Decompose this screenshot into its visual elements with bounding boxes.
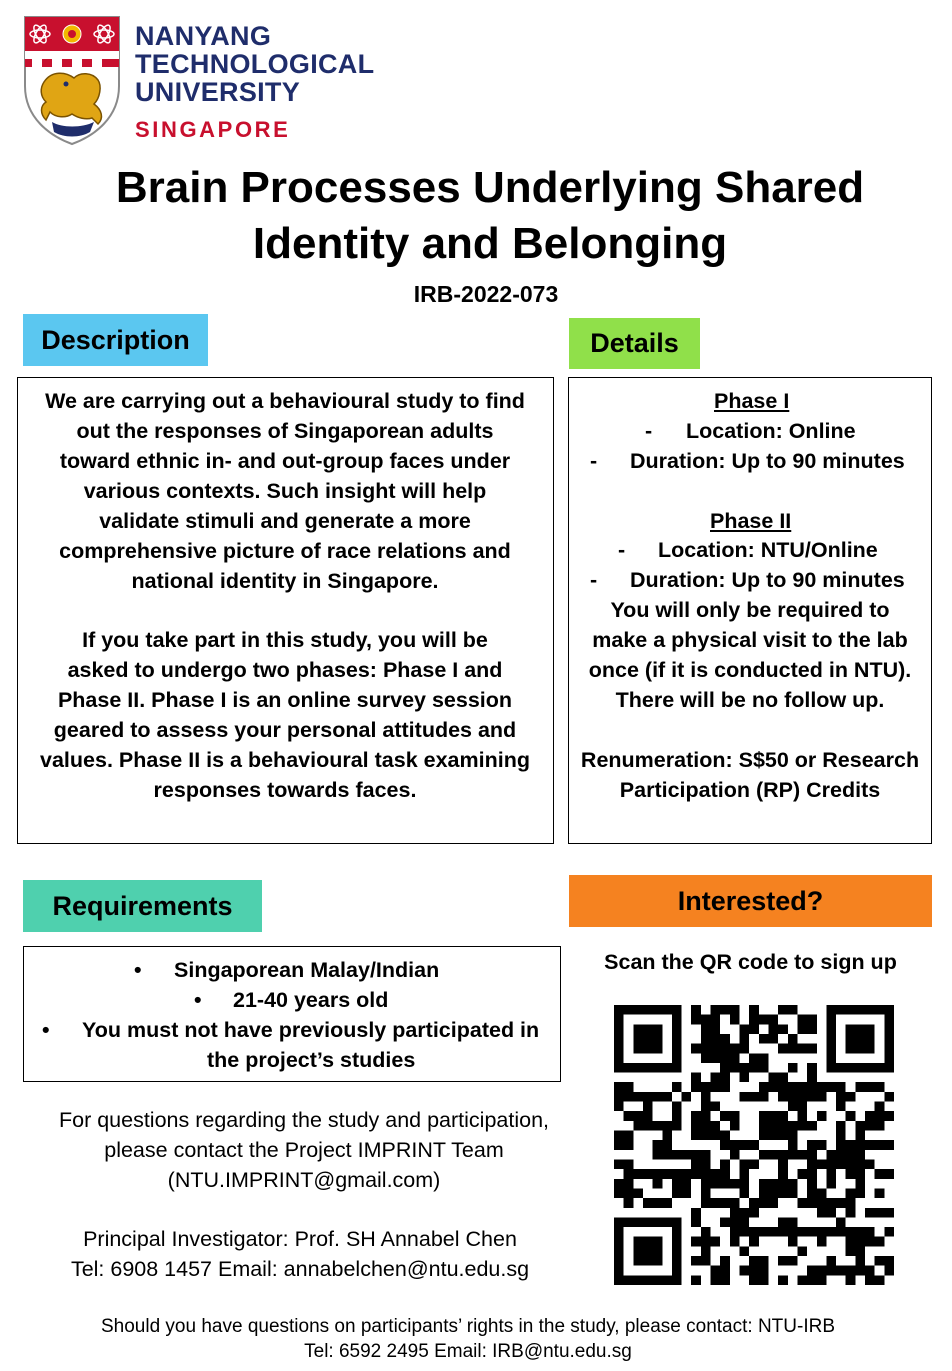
logo-line-nanyang: NANYANG — [135, 21, 272, 51]
renumeration-line-2: Participation (RP) Credits — [619, 778, 881, 802]
description-header: Description — [23, 314, 208, 366]
phase1-location-dash: - — [645, 419, 653, 443]
page-title: Brain Processes Underlying Shared Identi… — [40, 160, 940, 272]
qr-code-icon[interactable] — [614, 1005, 894, 1285]
description-line: Phase II. Phase I is an online survey se… — [57, 688, 513, 712]
phase2-location: Location: NTU/Online — [658, 538, 878, 562]
principal-investigator: Principal Investigator: Prof. SH Annabel… — [83, 1227, 517, 1251]
description-box — [17, 377, 554, 844]
contact-line-1: For questions regarding the study and pa… — [58, 1108, 550, 1132]
phase2-duration-dash: - — [590, 568, 598, 592]
phase1-duration-dash: - — [590, 449, 598, 473]
description-line: If you take part in this study, you will… — [82, 628, 488, 652]
logo-line-university: UNIVERSITY — [135, 77, 301, 107]
contact-line-2: please contact the Project IMPRINT Team — [104, 1138, 504, 1162]
phase2-location-dash: - — [618, 538, 626, 562]
logo-line-technological: TECHNOLOGICAL — [135, 49, 375, 79]
requirement-item-1: Singaporean Malay/Indian — [174, 958, 440, 982]
interested-header: Interested? — [569, 875, 932, 927]
requirement-item-3: You must not have previously participate… — [82, 1018, 540, 1042]
requirement-item-2: 21-40 years old — [233, 988, 389, 1012]
details-note-line: There will be no follow up. — [615, 688, 885, 712]
description-line: validate stimuli and generate a more — [99, 509, 471, 533]
description-line: values. Phase II is a behavioural task e… — [40, 748, 530, 772]
bullet-icon: • — [134, 958, 142, 982]
irb-number: IRB-2022-073 — [413, 281, 559, 307]
contact-email[interactable]: (NTU.IMPRINT@gmail.com) — [167, 1168, 441, 1192]
phase1-title: Phase I — [714, 389, 790, 413]
phase1-location: Location: Online — [686, 419, 856, 443]
ntu-crest-icon — [24, 16, 120, 146]
description-line: toward ethnic in- and out-group faces un… — [59, 449, 511, 473]
description-paragraph-1: We are carrying out a behavioural study … — [20, 386, 550, 596]
description-line: geared to assess your personal attitudes… — [53, 718, 517, 742]
phase2-duration: Duration: Up to 90 minutes — [630, 568, 905, 592]
requirements-box — [23, 946, 561, 1082]
title-line-2: Identity and Belonging — [252, 219, 728, 268]
renumeration: Renumeration: S$50 or Research Participa… — [569, 745, 931, 805]
description-line: We are carrying out a behavioural study … — [45, 389, 525, 413]
description-line: asked to undergo two phases: Phase I and — [67, 658, 503, 682]
title-line-1: Brain Processes Underlying Shared — [115, 163, 865, 212]
description-line: national identity in Singapore. — [131, 569, 439, 593]
details-note-line: You will only be required to — [610, 598, 890, 622]
renumeration-line-1: Renumeration: S$50 or Research — [580, 748, 920, 772]
ntu-logo: NANYANG TECHNOLOGICAL UNIVERSITY SINGAPO… — [22, 14, 374, 146]
footer-irb-contact[interactable]: Tel: 6592 2495 Email: IRB@ntu.edu.sg — [304, 1341, 632, 1362]
details-note-line: once (if it is conducted in NTU). — [588, 658, 912, 682]
description-paragraph-2: If you take part in this study, you will… — [20, 625, 550, 805]
description-line: responses towards faces. — [153, 778, 417, 802]
description-line: out the responses of Singaporean adults — [76, 419, 494, 443]
requirements-header: Requirements — [23, 880, 262, 932]
description-line: various contexts. Such insight will help — [83, 479, 487, 503]
details-note: You will only be required to make a phys… — [569, 595, 931, 715]
footer-rights-line: Should you have questions on participant… — [100, 1316, 835, 1337]
details-box — [568, 377, 932, 844]
phase2-title: Phase II — [710, 509, 792, 533]
pi-contact[interactable]: Tel: 6908 1457 Email: annabelchen@ntu.ed… — [70, 1257, 530, 1281]
details-header: Details — [569, 318, 700, 369]
phase1-duration: Duration: Up to 90 minutes — [630, 449, 905, 473]
requirement-item-3-cont: the project’s studies — [207, 1048, 416, 1072]
logo-line-singapore: SINGAPORE — [135, 117, 291, 142]
scan-instruction: Scan the QR code to sign up — [604, 950, 897, 974]
description-line: comprehensive picture of race relations … — [59, 539, 511, 563]
bullet-icon: • — [194, 988, 202, 1012]
details-note-line: make a physical visit to the lab — [592, 628, 908, 652]
bullet-icon: • — [42, 1018, 50, 1042]
